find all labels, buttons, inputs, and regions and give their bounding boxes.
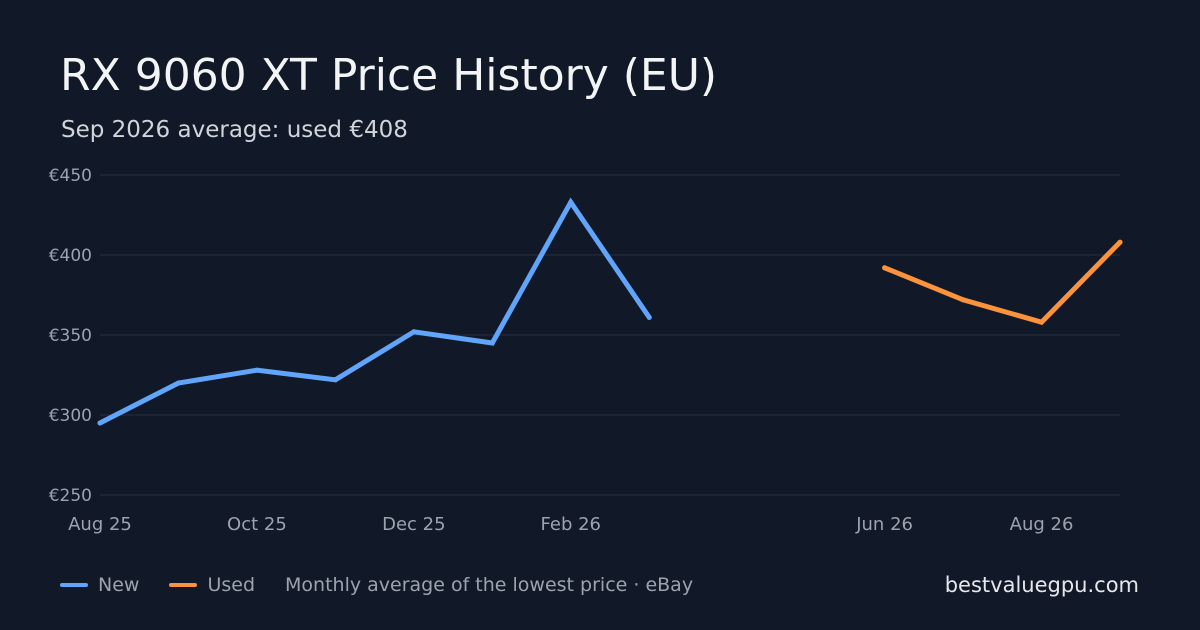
grid-lines bbox=[100, 174, 1120, 496]
data-point-new bbox=[97, 420, 103, 426]
y-tick-label: €450 bbox=[49, 166, 92, 186]
data-point-new bbox=[411, 329, 417, 335]
x-tick-label: Jun 26 bbox=[855, 514, 913, 535]
x-axis-ticks: Aug 25 Oct 25 Dec 25 Feb 26 Jun 26 Aug 26 bbox=[68, 514, 1073, 535]
x-tick-label: Aug 26 bbox=[1010, 514, 1074, 535]
series-lines bbox=[97, 197, 1123, 426]
y-axis-ticks: €250 €300 €350 €400 €450 bbox=[49, 166, 92, 506]
data-point-new bbox=[489, 340, 495, 346]
y-tick-label: €250 bbox=[49, 486, 92, 506]
data-point-used bbox=[1039, 319, 1045, 325]
data-point-used bbox=[960, 297, 966, 303]
chart-subtitle: Sep 2026 average: used €408 bbox=[61, 117, 408, 143]
legend: New Used Monthly average of the lowest p… bbox=[60, 574, 693, 596]
legend-item-new: New bbox=[60, 574, 139, 596]
y-tick-label: €300 bbox=[49, 406, 92, 426]
legend-label-used: Used bbox=[207, 574, 256, 596]
x-tick-label: Dec 25 bbox=[382, 514, 445, 535]
site-watermark: bestvaluegpu.com bbox=[944, 573, 1139, 597]
legend-label-new: New bbox=[98, 574, 140, 596]
legend-source-note: Monthly average of the lowest price · eB… bbox=[285, 574, 694, 596]
data-point-new bbox=[254, 367, 260, 373]
data-point-used bbox=[1117, 239, 1123, 245]
chart-title: RX 9060 XT Price History (EU) bbox=[60, 50, 718, 101]
data-point-new bbox=[568, 199, 574, 205]
legend-swatch-new bbox=[60, 583, 88, 587]
y-tick-label: €400 bbox=[49, 246, 92, 266]
data-point-new bbox=[332, 377, 338, 383]
x-tick-label: Feb 26 bbox=[541, 514, 602, 535]
series-line-new bbox=[97, 197, 652, 426]
data-point-used bbox=[882, 265, 888, 271]
legend-swatch-used bbox=[169, 583, 198, 587]
data-point-new bbox=[175, 380, 181, 386]
x-tick-label: Oct 25 bbox=[227, 514, 287, 535]
y-tick-label: €350 bbox=[49, 326, 92, 346]
x-tick-label: Aug 25 bbox=[68, 514, 132, 535]
series-line-used bbox=[882, 239, 1123, 326]
data-point-new bbox=[646, 314, 652, 320]
legend-item-used: Used bbox=[169, 574, 255, 596]
